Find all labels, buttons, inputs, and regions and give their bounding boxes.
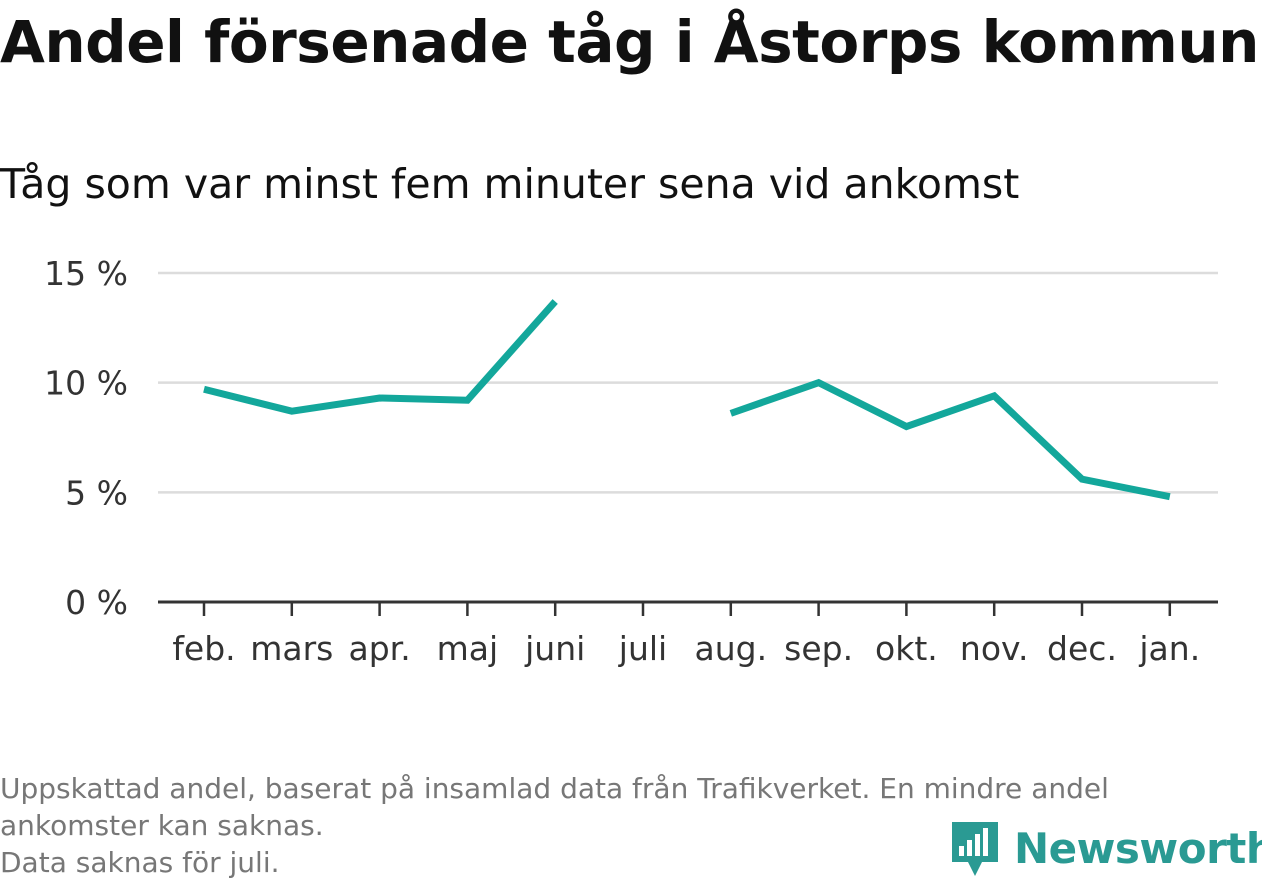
footnote-line-1: Uppskattad andel, baserat på insamlad da…	[0, 770, 1250, 807]
x-tick-label: sep.	[784, 629, 853, 668]
newsworthy-chart-icon	[950, 818, 1000, 878]
newsworthy-logo: Newsworthy	[950, 818, 1262, 878]
x-tick-label: apr.	[348, 629, 410, 668]
x-tick-label: aug.	[695, 629, 768, 668]
x-tick-label: jan.	[1138, 629, 1200, 668]
logo-text: Newsworthy	[1014, 824, 1262, 873]
y-tick-label: 0 %	[65, 583, 128, 622]
y-tick-label: 15 %	[44, 254, 128, 293]
x-tick-label: juli	[618, 629, 667, 668]
y-tick-label: 5 %	[65, 473, 128, 512]
x-tick-label: juni	[524, 629, 585, 668]
x-tick-label: nov.	[960, 629, 1029, 668]
series-line-segment	[204, 302, 555, 412]
x-tick-label: feb.	[172, 629, 235, 668]
series-line-segment	[731, 383, 1170, 497]
x-tick-label: mars	[250, 629, 333, 668]
x-tick-label: dec.	[1047, 629, 1117, 668]
y-tick-label: 10 %	[44, 364, 128, 403]
x-tick-label: okt.	[875, 629, 938, 668]
x-tick-label: maj	[437, 629, 499, 668]
